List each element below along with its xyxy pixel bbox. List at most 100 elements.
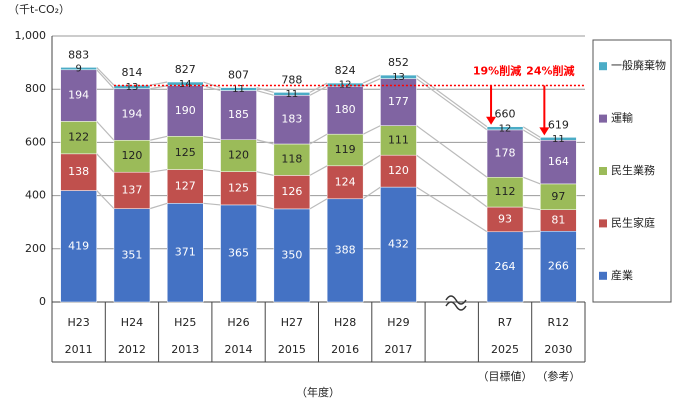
x-year-label: 2025: [491, 343, 519, 356]
segment-label: 125: [175, 146, 196, 159]
bar-segment: [540, 230, 577, 303]
y-tick-label: 600: [25, 135, 46, 148]
segment-label: 93: [498, 212, 512, 225]
y-tick-label: 800: [25, 82, 46, 95]
segment-label: 432: [388, 238, 409, 251]
bar-segment: [540, 140, 577, 185]
segment-label: 9: [75, 64, 81, 75]
axis-break: [445, 295, 467, 311]
bar-segment: [167, 85, 204, 137]
x-tick-label: R7: [498, 316, 513, 329]
connector-line: [96, 66, 115, 86]
segment-label: 11: [285, 89, 298, 100]
connector-line: [416, 154, 488, 208]
connector-line: [309, 198, 328, 210]
connector-line: [362, 74, 381, 84]
x-tick-label: H29: [387, 316, 409, 329]
bar-segment: [326, 198, 364, 303]
segment-label: 178: [495, 147, 516, 160]
x-tick-label: H27: [281, 316, 303, 329]
segment-label: 119: [335, 143, 356, 156]
connector-line: [96, 190, 115, 210]
bar-segment: [486, 129, 524, 178]
segment-label: 97: [551, 190, 565, 203]
bar-segment: [380, 78, 417, 126]
segment-label: 112: [495, 185, 516, 198]
x-year-label: 2015: [278, 343, 306, 356]
bar-segment: [220, 171, 257, 206]
connector-line: [203, 85, 221, 92]
connector-line: [523, 230, 541, 233]
annotation-label: 24%削減: [526, 63, 574, 77]
total-label: 883: [68, 48, 89, 61]
bar-segment: [486, 126, 524, 131]
bar-segment: [113, 140, 151, 173]
segment-label: 125: [228, 181, 249, 194]
connector-line: [362, 125, 381, 135]
segment-label: 124: [335, 175, 356, 188]
y-tick-label: 0: [39, 295, 46, 308]
connector-line: [309, 165, 328, 176]
segment-label: 388: [335, 243, 356, 256]
x-year-label: 2016: [331, 343, 359, 356]
x-year-label: 2012: [118, 343, 146, 356]
connector-line: [96, 120, 115, 141]
bar-segment: [326, 165, 364, 200]
segment-label: 12: [339, 80, 352, 91]
bar-segment: [326, 86, 364, 135]
bar-segment: [273, 92, 311, 96]
bar-segment: [380, 125, 417, 156]
connector-line: [522, 176, 541, 185]
connector-line: [362, 154, 381, 167]
bar-segment: [113, 171, 151, 209]
connector-line: [256, 89, 275, 96]
connector-line: [256, 171, 274, 176]
segment-label: 350: [281, 248, 302, 261]
segment-label: 118: [281, 153, 302, 166]
segment-label: 13: [126, 82, 139, 93]
total-label: 807: [228, 69, 249, 82]
break-mark: [445, 301, 467, 311]
x-year-label: 2011: [65, 343, 93, 356]
segment-label: 183: [281, 113, 302, 126]
connector-line: [149, 202, 168, 210]
bar-segment: [273, 143, 311, 176]
segment-label: 137: [121, 183, 142, 196]
segment-label: 122: [68, 131, 89, 144]
segment-label: 138: [68, 165, 89, 178]
total-label: 660: [495, 108, 516, 121]
connector-line: [522, 129, 541, 141]
connector-line: [416, 186, 488, 233]
bar-segment: [113, 208, 151, 303]
total-label: 788: [281, 73, 302, 86]
bar-segment: [273, 208, 311, 303]
x-tick-label: H23: [68, 316, 90, 329]
segment-label: 190: [175, 104, 196, 117]
x-tick-label: R12: [548, 316, 570, 329]
connector-line: [309, 133, 328, 145]
connector-line: [149, 81, 168, 86]
connector-line: [256, 139, 274, 145]
x-title: （年度）: [296, 385, 340, 399]
connector-line: [256, 87, 275, 93]
bar-segment: [60, 121, 97, 155]
bar-segment: [273, 175, 311, 210]
connector-line: [96, 153, 115, 173]
connector-line: [149, 168, 168, 173]
bar-segment: [167, 81, 204, 86]
segment-label: 120: [388, 164, 409, 177]
connector-line: [149, 135, 168, 141]
legend-swatch: [599, 167, 607, 175]
annotation-arrowhead: [486, 116, 497, 125]
x-year-label: 2013: [171, 343, 199, 356]
bar-segment: [220, 90, 257, 140]
x-note-label: （参考）: [536, 369, 580, 383]
connector-line: [149, 85, 168, 90]
connector-line: [522, 126, 541, 138]
connector-line: [416, 74, 488, 128]
legend-label: 民生業務: [611, 163, 655, 177]
y-tick-label: 1,000: [15, 29, 47, 42]
connector-line: [309, 82, 328, 93]
bar-segment: [60, 67, 97, 71]
